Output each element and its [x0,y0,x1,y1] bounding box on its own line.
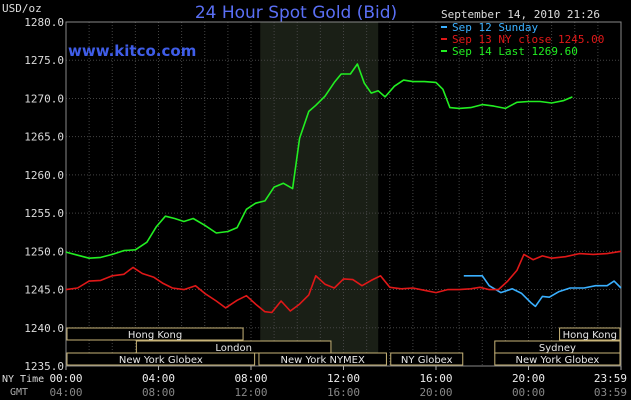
gmt-label: GMT [10,387,28,398]
y-tick-label: 1270.0 [24,92,64,105]
nymex-session-band [260,22,379,366]
session-box [559,327,621,341]
x-tick-label-ny: 16:00 [419,372,452,385]
y-tick-label: 1260.0 [24,169,64,182]
legend-entry: Sep 12 Sunday [452,21,538,34]
unit-label: USD/oz [2,2,42,15]
y-axis: 1235.0 1240.0 1245.0 1250.0 1255.0 1260.0 1265… [24,16,64,373]
session-label: New York Globex [119,355,203,366]
session-label: New York Globex [515,355,599,366]
x-tick-label-ny: 08:00 [234,372,267,385]
y-tick-label: 1245.0 [24,284,64,297]
y-tick-label: 1280.0 [24,16,64,29]
x-tick-label-gmt: 16:00 [327,386,360,399]
x-tick-label-ny: 23:59 [594,372,627,385]
timestamp: September 14, 2010 21:26 [441,8,600,21]
y-tick-label: 1275.0 [24,54,64,67]
x-tick-label-ny: 12:00 [327,372,360,385]
session-box [390,352,464,366]
series-line [65,250,622,314]
session-box [258,352,387,366]
x-tick-label-gmt: 04:00 [49,386,82,399]
session-label: Hong Kong [563,330,617,341]
session-box [66,327,244,341]
x-tick-label-ny: 04:00 [142,372,175,385]
series-line [65,63,573,259]
session-box [494,352,621,366]
ny-time-label: NY Time [2,374,44,385]
session-label: London [215,343,252,354]
y-tick-label: 1240.0 [24,322,64,335]
session-box [66,352,256,366]
y-tick-label: 1235.0 [24,360,64,373]
site-url-link[interactable]: www.kitco.com [68,42,196,60]
y-tick-label: 1255.0 [24,207,64,220]
x-tick-label-gmt: 03:59 [594,386,627,399]
y-tick-label: 1250.0 [24,245,64,258]
session-label: NY Globex [401,355,453,366]
legend-entry: Sep 13 NY close 1245.00 [452,33,604,46]
chart-title: 24 Hour Spot Gold (Bid) [195,3,397,23]
x-tick-label-ny: 20:00 [512,372,545,385]
x-tick-label-gmt: 12:00 [234,386,267,399]
x-axis: NY TimeGMT00:0004:0004:0008:0008:0012:00… [2,366,627,399]
gridlines [66,21,621,367]
x-tick-label-gmt: 00:00 [512,386,545,399]
price-series [65,63,622,314]
legend-entry: Sep 14 Last 1269.60 [452,45,578,58]
session-label: New York NYMEX [281,355,366,366]
session-label: Hong Kong [128,330,182,341]
session-label: Sydney [539,343,576,354]
x-tick-label-ny: 00:00 [49,372,82,385]
y-tick-label: 1265.0 [24,131,64,144]
x-tick-label-gmt: 08:00 [142,386,175,399]
x-tick-label-gmt: 20:00 [419,386,452,399]
